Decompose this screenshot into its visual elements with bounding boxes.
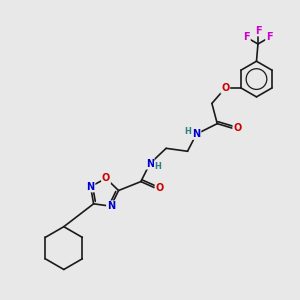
- Text: H: H: [155, 162, 161, 171]
- Text: N: N: [146, 159, 154, 169]
- Text: F: F: [266, 32, 273, 42]
- Text: H: H: [184, 127, 191, 136]
- Text: N: N: [192, 129, 200, 139]
- Text: F: F: [243, 32, 250, 42]
- Text: O: O: [221, 83, 230, 93]
- Text: O: O: [102, 173, 110, 183]
- Text: F: F: [255, 26, 261, 36]
- Text: N: N: [107, 201, 115, 211]
- Text: N: N: [86, 182, 94, 192]
- Text: O: O: [155, 182, 164, 193]
- Text: O: O: [233, 123, 242, 133]
